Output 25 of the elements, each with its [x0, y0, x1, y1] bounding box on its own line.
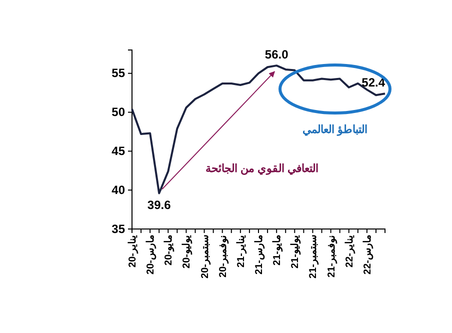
- x-tick-label: سبتمبر-21: [308, 235, 320, 278]
- x-tick-label: مايو-20: [164, 235, 175, 266]
- x-tick-label: نوفمبر-21: [326, 235, 338, 278]
- x-tick-label: مارس-22: [362, 235, 374, 274]
- x-tick-label: يناير-22: [344, 235, 356, 268]
- x-tick-label: يوليو-21: [290, 235, 302, 268]
- y-tick-label: 35: [112, 222, 126, 236]
- line-series: [131, 64, 386, 194]
- data-label: 39.6: [147, 198, 172, 212]
- x-tick-label: مارس-20: [146, 235, 157, 274]
- y-tick-label: 45: [112, 144, 126, 158]
- data-label: 56.0: [264, 48, 289, 62]
- data-label: 52.4: [362, 76, 386, 90]
- x-tick-label: سبتمبر-20: [200, 235, 211, 278]
- x-tick-label: يناير-21: [236, 235, 247, 268]
- annotation: التعافي القوي من الجائحة: [205, 163, 319, 176]
- y-tick-label: 50: [112, 105, 126, 120]
- annotation: التباطؤ العالمي: [302, 124, 368, 137]
- x-tick-label: يوليو-20: [182, 235, 193, 268]
- x-tick-label: نوفمبر-20: [218, 235, 229, 278]
- y-tick-label: 55: [112, 66, 126, 80]
- x-tick-label: مايو-21: [272, 235, 284, 266]
- x-tick-label: يناير-20: [128, 235, 138, 268]
- y-tick-label: 40: [112, 182, 126, 197]
- x-tick-label: مارس-21: [254, 235, 265, 274]
